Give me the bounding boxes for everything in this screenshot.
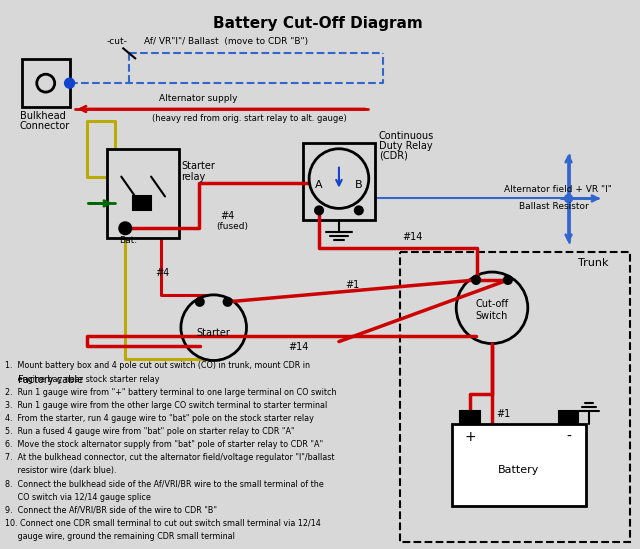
Text: 2.  Run 1 gauge wire from "+" battery terminal to one large terminal on CO switc: 2. Run 1 gauge wire from "+" battery ter… <box>5 388 337 397</box>
Text: (CDR): (CDR) <box>379 151 408 161</box>
Circle shape <box>355 206 363 214</box>
Circle shape <box>181 295 246 361</box>
Circle shape <box>65 78 74 88</box>
Text: 9.  Connect the Af/VRI/BR side of the wire to CDR "B": 9. Connect the Af/VRI/BR side of the wir… <box>5 506 217 515</box>
Text: #14: #14 <box>288 341 308 351</box>
Text: Cut-off: Cut-off <box>476 299 509 309</box>
Text: #1: #1 <box>496 409 510 419</box>
Text: 1.  Mount battery box and 4 pole cut out switch (CO) in trunk, mount CDR in: 1. Mount battery box and 4 pole cut out … <box>5 361 310 371</box>
Text: 7.  At the bulkhead connector, cut the alternator field/voltage regulator "I"/ba: 7. At the bulkhead connector, cut the al… <box>5 453 335 462</box>
Text: -cut-: -cut- <box>106 37 127 46</box>
Text: Af/ VR"I"/ Ballast  (move to CDR "B"): Af/ VR"I"/ Ballast (move to CDR "B") <box>144 37 308 46</box>
Circle shape <box>472 276 480 284</box>
Text: Bat.: Bat. <box>119 236 138 245</box>
Text: #1: #1 <box>346 280 360 290</box>
Circle shape <box>504 276 512 284</box>
Text: resistor wire (dark blue).: resistor wire (dark blue). <box>5 467 116 475</box>
Circle shape <box>196 298 204 306</box>
Bar <box>452 424 586 506</box>
Text: Battery: Battery <box>498 465 540 475</box>
Text: 3.  Run 1 gauge wire from the other large CO switch terminal to starter terminal: 3. Run 1 gauge wire from the other large… <box>5 401 327 410</box>
Text: #4: #4 <box>221 211 235 221</box>
Text: #4: #4 <box>155 268 170 278</box>
Circle shape <box>309 149 369 209</box>
Bar <box>108 149 179 238</box>
Circle shape <box>120 223 130 233</box>
Text: Duty Relay: Duty Relay <box>379 141 433 151</box>
Text: #14: #14 <box>403 232 423 242</box>
Bar <box>133 197 151 210</box>
Text: Switch: Switch <box>476 311 508 321</box>
Text: Battery Cut-Off Diagram: Battery Cut-Off Diagram <box>213 15 423 31</box>
Text: A: A <box>316 180 323 189</box>
Circle shape <box>456 272 528 344</box>
Bar <box>460 411 480 424</box>
Circle shape <box>315 206 323 214</box>
Text: -: - <box>566 430 571 444</box>
Text: Ballast Resistor: Ballast Resistor <box>519 203 589 211</box>
Text: +: + <box>465 430 476 444</box>
Circle shape <box>119 222 131 234</box>
Bar <box>303 143 375 220</box>
Text: 8.  Connect the bulkhead side of the Af/VRI/BR wire to the small terminal of the: 8. Connect the bulkhead side of the Af/V… <box>5 480 324 489</box>
Text: gauge wire, ground the remaining CDR small terminal: gauge wire, ground the remaining CDR sma… <box>5 532 235 541</box>
Text: 6.  Move the stock alternator supply from "bat" pole of starter relay to CDR "A": 6. Move the stock alternator supply from… <box>5 440 323 449</box>
Text: CO switch via 12/14 gauge splice: CO switch via 12/14 gauge splice <box>5 492 151 502</box>
Text: 10. Connect one CDR small terminal to cut out switch small terminal via 12/14: 10. Connect one CDR small terminal to cu… <box>5 519 321 528</box>
Text: Starter: Starter <box>196 328 230 338</box>
Text: Alternator supply: Alternator supply <box>159 94 237 103</box>
Text: Starter: Starter <box>181 161 215 171</box>
Text: Connector: Connector <box>20 121 70 131</box>
Bar <box>399 252 630 542</box>
Text: 4.  From the starter, run 4 gauge wire to "bat" pole on the stock starter relay: 4. From the starter, run 4 gauge wire to… <box>5 414 314 423</box>
Bar <box>559 411 579 424</box>
Circle shape <box>36 74 54 92</box>
Text: Alternator field + VR "I": Alternator field + VR "I" <box>504 186 612 194</box>
Text: Trunk: Trunk <box>579 258 609 268</box>
Text: relay: relay <box>181 172 205 182</box>
Circle shape <box>223 298 232 306</box>
Text: Bulkhead: Bulkhead <box>20 111 66 121</box>
Text: (heavy red from orig. start relay to alt. gauge): (heavy red from orig. start relay to alt… <box>152 114 347 123</box>
Text: engine bay near stock starter relay: engine bay near stock starter relay <box>5 374 159 384</box>
Text: Continuous: Continuous <box>379 131 434 141</box>
Text: 5.  Run a fused 4 gauge wire from "bat" pole on starter relay to CDR "A": 5. Run a fused 4 gauge wire from "bat" p… <box>5 427 294 436</box>
Text: Factory cable: Factory cable <box>18 376 83 385</box>
Bar <box>22 59 70 107</box>
Circle shape <box>564 194 573 203</box>
Text: B: B <box>355 180 363 189</box>
Text: (fused): (fused) <box>217 222 249 231</box>
